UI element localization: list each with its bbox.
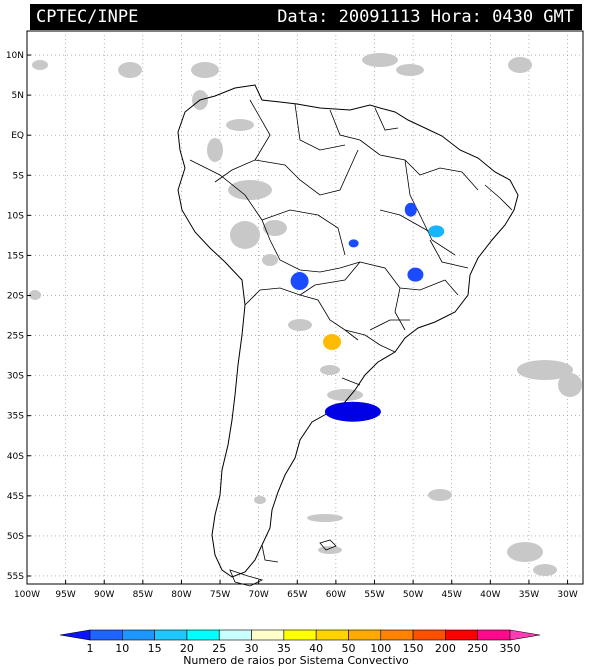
legend-tick-label: 20 <box>180 642 194 655</box>
legend-swatch <box>477 629 511 641</box>
legend-swatch <box>348 629 382 641</box>
lon-tick-label: 30W <box>557 590 577 600</box>
cloud-cover <box>29 53 582 576</box>
lat-tick-label: 40S <box>7 452 24 462</box>
legend-swatch <box>412 629 446 641</box>
lon-tick-label: 35W <box>519 590 539 600</box>
lat-tick-label: 10N <box>6 51 24 61</box>
lat-tick-label: 50S <box>7 532 24 542</box>
legend-tick-label: 25 <box>212 642 226 655</box>
legend-tick-label: 15 <box>148 642 162 655</box>
lat-tick-label: 25S <box>7 332 24 342</box>
legend-swatch <box>122 629 155 641</box>
lon-tick-label: 85W <box>133 590 153 600</box>
convective-system <box>323 333 342 350</box>
legend-arrow-left <box>59 629 91 641</box>
lat-tick-label: 5S <box>13 171 25 181</box>
lon-tick-label: 55W <box>364 590 384 600</box>
lon-tick-label: 75W <box>210 590 230 600</box>
legend-tick-label: 50 <box>341 642 355 655</box>
lat-tick-label: 30S <box>7 372 24 382</box>
legend-swatch <box>186 629 220 641</box>
legend-tick-label: 30 <box>245 642 259 655</box>
legend-tick-label: 150 <box>403 642 424 655</box>
convective-systems <box>290 202 445 422</box>
legend-tick-label: 1 <box>87 642 94 655</box>
convective-system <box>404 202 417 217</box>
lon-tick-label: 60W <box>326 590 346 600</box>
legend-tick-label: 35 <box>277 642 291 655</box>
map-frame <box>26 30 584 585</box>
lat-tick-label: EQ <box>11 131 24 141</box>
title-datetime: Data: 20091113 Hora: 0430 GMT <box>277 7 574 27</box>
legend-tick-label: 350 <box>500 642 521 655</box>
convective-system <box>348 239 359 248</box>
legend-swatch <box>315 629 349 641</box>
convective-system <box>324 401 381 422</box>
legend-swatch <box>445 629 478 641</box>
legend-tick-label: 10 <box>115 642 129 655</box>
legend-title: Numero de raios por Sistema Convectivo <box>183 654 409 667</box>
lat-tick-label: 10S <box>7 211 24 221</box>
legend-swatch <box>218 629 252 641</box>
legend-swatch <box>89 629 123 641</box>
lon-tick-label: 40W <box>480 590 500 600</box>
lat-tick-label: 20S <box>7 291 24 301</box>
convective-system <box>290 272 309 291</box>
lat-tick-label: 35S <box>7 412 24 422</box>
convective-system <box>407 267 424 282</box>
legend-swatch <box>380 629 414 641</box>
south-america-outline <box>177 84 519 587</box>
lat-tick-label: 5N <box>12 91 24 101</box>
legend-tick-label: 250 <box>467 642 488 655</box>
legend-colorbar: 1 10 15 20 25 30 35 40 50 100 150 200 250 350 <box>59 629 541 655</box>
latitude-axis: 10N 5N EQ 5S 10S 15S 20S 25S 30S 35S 40S 45S 50S 55S <box>6 51 31 582</box>
lon-tick-label: 70W <box>248 590 268 600</box>
title-bar: CPTEC/INPE Data: 20091113 Hora: 0430 GMT <box>30 4 582 30</box>
legend-tick-label: 40 <box>309 642 323 655</box>
lon-tick-label: 95W <box>55 590 75 600</box>
title-source: CPTEC/INPE <box>36 7 139 27</box>
legend-tick-label: 100 <box>370 642 391 655</box>
lat-tick-label: 15S <box>7 251 24 261</box>
legend-tick-label: 200 <box>435 642 456 655</box>
lon-tick-label: 50W <box>403 590 423 600</box>
lon-tick-label: 80W <box>171 590 191 600</box>
lon-tick-label: 65W <box>287 590 307 600</box>
longitude-axis: 100W 95W 90W 85W 80W 75W 70W 65W 60W 55W 50W 45W 40W… <box>14 580 578 600</box>
lat-tick-label: 55S <box>7 572 24 582</box>
lon-tick-label: 45W <box>442 590 462 600</box>
legend-swatch <box>251 629 285 641</box>
convective-system <box>428 225 445 238</box>
lon-tick-label: 100W <box>14 590 40 600</box>
lat-tick-label: 45S <box>7 492 24 502</box>
legend-swatch <box>283 629 317 641</box>
legend-swatch <box>154 629 188 641</box>
lon-tick-label: 90W <box>94 590 114 600</box>
legend-arrow-right <box>509 629 541 641</box>
